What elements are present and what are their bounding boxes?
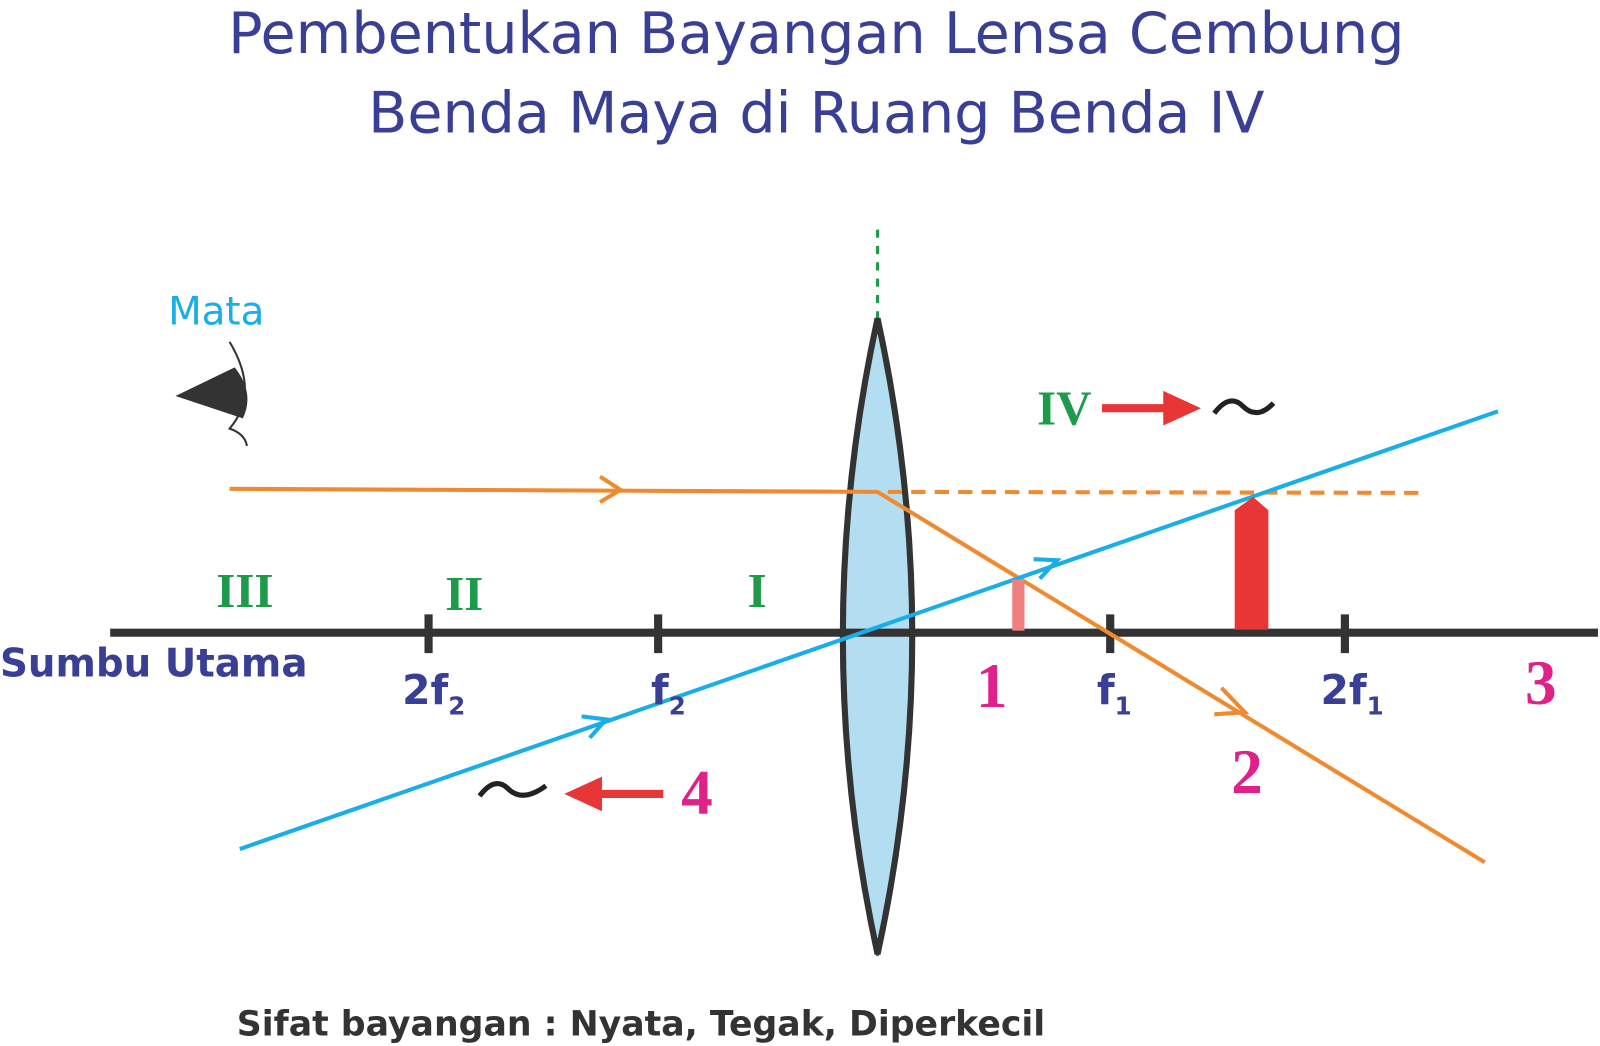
space-number: 1 (976, 651, 1008, 721)
eye-label: Mata (168, 290, 264, 335)
point-label: 2f1 (1320, 666, 1383, 720)
eye (175, 341, 248, 447)
orange-ray (229, 474, 1486, 865)
region-label: III (216, 563, 273, 618)
space-number: 2 (1231, 737, 1263, 807)
space-number: 4 (681, 757, 713, 827)
axis-label: Sumbu Utama (0, 642, 307, 687)
infinity-symbol (1212, 398, 1276, 416)
object (1012, 579, 1025, 631)
point-label: f1 (1097, 666, 1132, 720)
focal-ticks (424, 614, 1349, 654)
region-label: IV (1037, 381, 1091, 436)
arrow-right (1102, 390, 1202, 426)
image (1234, 496, 1269, 630)
title-line2: Benda Maya di Ruang Benda IV (368, 81, 1264, 147)
point-label: 2f2 (402, 666, 465, 720)
space-number: 3 (1525, 648, 1557, 718)
blue-ray (239, 409, 1499, 851)
infinity-symbol (477, 781, 548, 798)
conclusion: Sifat bayangan : Nyata, Tegak, Diperkeci… (237, 1005, 1045, 1045)
title-line1: Pembentukan Bayangan Lensa Cembung (228, 1, 1404, 67)
arrow-left (564, 776, 664, 812)
region-label: II (445, 566, 483, 621)
point-label: f2 (651, 666, 686, 720)
region-label: I (748, 563, 767, 618)
